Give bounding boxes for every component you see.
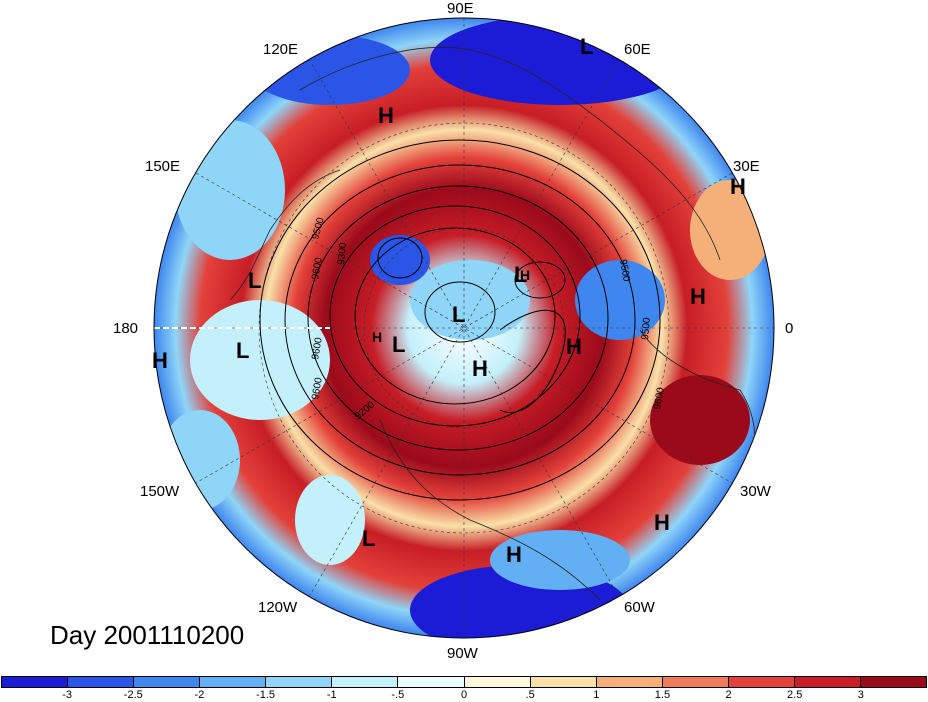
colorbar-swatch: [728, 677, 795, 687]
high-pressure-marker: H: [566, 334, 582, 359]
longitude-label: 180: [113, 320, 139, 337]
longitude-label: 90E: [447, 0, 474, 17]
high-pressure-marker: H: [730, 174, 746, 199]
colorbar-swatch: [332, 677, 399, 687]
low-pressure-marker: L: [514, 262, 528, 287]
colorbar-swatch: [266, 677, 333, 687]
longitude-label: 60W: [624, 599, 655, 616]
colorbar-swatch: [596, 677, 663, 687]
colorbar-tick-label: -2: [194, 689, 205, 701]
high-pressure-marker: H: [378, 103, 394, 128]
colorbar-tick-label: 1.5: [654, 689, 671, 701]
contour-value-label: 9300: [336, 242, 349, 266]
longitude-label: 0: [785, 320, 794, 337]
colorbar-tick-label: 1: [593, 689, 600, 701]
longitude-label: 150W: [140, 483, 180, 500]
longitude-label: 120W: [258, 599, 298, 616]
low-pressure-marker: L: [236, 338, 250, 363]
colorbar-tick-label: -1: [326, 689, 337, 701]
contour-value-label: 9600: [652, 386, 667, 410]
colorbar-swatch: [861, 677, 927, 687]
contour-value-label: 9600: [310, 376, 325, 400]
colorbar-tick-label: -1.5: [256, 689, 276, 701]
colorbar-swatch: [794, 677, 862, 687]
high-pressure-marker: H: [152, 348, 168, 373]
high-pressure-marker: H: [506, 542, 522, 567]
colorbar-tick-label: -2.5: [123, 689, 143, 701]
height-contours: [259, 139, 661, 501]
high-pressure-marker: H: [520, 267, 531, 283]
contour-value-label: 9600: [310, 256, 325, 280]
map-boundary: [153, 17, 775, 639]
low-pressure-marker: L: [392, 332, 406, 357]
colorbar-swatch: [530, 677, 597, 687]
colorbar-tick-label: .5: [525, 689, 535, 701]
colorbar-tick-label: 0: [460, 689, 468, 701]
longitude-label: 150E: [145, 158, 181, 175]
longitude-label: 120E: [263, 41, 299, 58]
colorbar-tick-label: -3: [62, 689, 73, 701]
colorbar-swatch: [464, 677, 531, 687]
contour-value-label: 9500: [617, 259, 632, 283]
contour-value-label: 9600: [310, 336, 325, 360]
high-pressure-marker: H: [472, 356, 488, 381]
colorbar-swatch: [68, 677, 135, 687]
colorbar: [1, 676, 927, 688]
anomaly-field: [154, 18, 774, 638]
high-pressure-marker: H: [372, 329, 383, 345]
colorbar-tick-label: 3: [857, 689, 864, 701]
longitude-label: 60E: [624, 41, 651, 58]
colorbar-tick-label: 2.5: [787, 689, 803, 701]
low-pressure-marker: L: [580, 34, 594, 59]
colorbar-tick-label: -.5: [391, 689, 405, 701]
longitude-label: 30E: [733, 158, 760, 175]
high-pressure-marker: H: [690, 284, 706, 309]
colorbar-swatch: [398, 677, 465, 687]
low-pressure-marker: L: [248, 268, 262, 293]
colorbar-swatch: [134, 677, 201, 687]
day-title: Day 2001110200: [50, 620, 245, 650]
longitude-label: 90W: [447, 645, 478, 662]
colorbar-swatch: [662, 677, 729, 687]
longitude-label: 30W: [740, 483, 771, 500]
contour-value-label: 9500: [640, 317, 653, 341]
low-pressure-marker: L: [452, 302, 466, 327]
colorbar-tick-label: 2: [725, 689, 732, 701]
low-pressure-marker: L: [362, 526, 376, 551]
colorbar-swatch: [2, 677, 69, 687]
high-pressure-marker: H: [654, 510, 670, 535]
colorbar-swatch: [200, 677, 267, 687]
